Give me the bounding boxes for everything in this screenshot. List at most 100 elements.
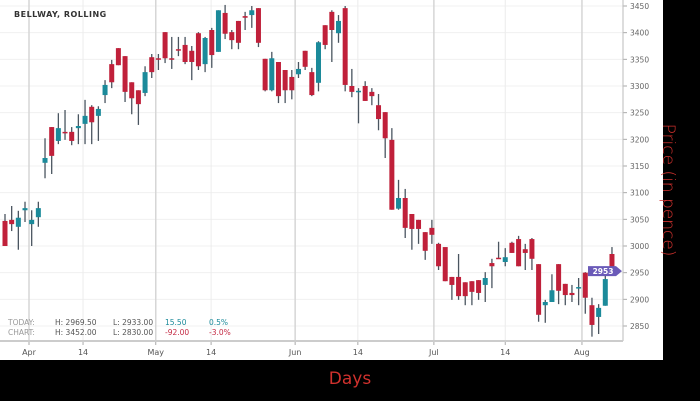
y-tick-label: 3300 xyxy=(630,82,649,91)
candle-up xyxy=(249,10,255,16)
candle-down xyxy=(149,57,155,73)
candle-up xyxy=(202,38,208,65)
x-tick-label: Jul xyxy=(428,348,439,357)
candle-down xyxy=(402,198,408,228)
y-tick-label: 3050 xyxy=(630,215,649,224)
y-tick-label: 2900 xyxy=(630,295,649,304)
candle-down xyxy=(129,82,135,99)
candle-up xyxy=(42,158,48,163)
chart-low: L: 2830.00 xyxy=(113,328,154,337)
x-tick-label: 14 xyxy=(353,348,363,357)
today-label: TODAY: xyxy=(8,318,35,327)
y-tick-label: 3150 xyxy=(630,162,649,171)
x-tick-label: Jun xyxy=(288,348,302,357)
candle-down xyxy=(162,32,168,59)
candle-up xyxy=(295,68,301,75)
candle-down xyxy=(62,131,68,134)
candle-down xyxy=(255,8,261,43)
candle-down xyxy=(195,33,201,67)
candle-down xyxy=(582,272,588,298)
y-tick-label: 3000 xyxy=(630,242,649,251)
stats-chart-row: CHART: H: 3452.00 L: 2830.00 -92.00 -3.0% xyxy=(8,328,231,338)
candle-up xyxy=(15,217,21,227)
candle-down xyxy=(509,242,515,253)
chart-change: -92.00 xyxy=(165,328,190,337)
candle-down xyxy=(409,214,415,229)
candle-down xyxy=(135,90,141,105)
candle-down xyxy=(369,91,375,97)
candle-down xyxy=(89,106,95,123)
candle-down xyxy=(122,56,128,92)
x-tick-label: Apr xyxy=(22,348,37,357)
candle-down xyxy=(262,58,268,91)
candle-down xyxy=(222,12,228,34)
candle-up xyxy=(549,290,555,302)
candle-up xyxy=(482,278,488,285)
candle-down xyxy=(449,276,455,285)
candle-down xyxy=(476,280,482,293)
candle-down xyxy=(496,257,502,260)
candle-down xyxy=(436,243,442,267)
candle-up xyxy=(102,84,108,96)
chart-title: BELLWAY, ROLLING xyxy=(14,10,107,19)
candle-down xyxy=(155,58,161,60)
y-tick-label: 3450 xyxy=(630,2,649,11)
chart-high: H: 3452.00 xyxy=(55,328,97,337)
candle-up xyxy=(502,257,508,262)
chart-pct: -3.0% xyxy=(209,328,231,337)
x-tick-label: 14 xyxy=(206,348,216,357)
candle-down xyxy=(189,50,195,62)
candle-down xyxy=(362,86,368,101)
candle-down xyxy=(382,112,388,139)
candle-down xyxy=(115,48,121,66)
candle-up xyxy=(356,90,362,93)
candle-down xyxy=(489,263,495,267)
candle-up xyxy=(29,219,35,225)
candle-up xyxy=(336,20,341,34)
x-axis-title: Days xyxy=(328,369,372,389)
last-price-label: 2953 xyxy=(593,267,614,276)
candle-up xyxy=(82,115,88,124)
candle-down xyxy=(302,50,308,67)
candle-down xyxy=(562,283,568,296)
candle-up xyxy=(396,198,402,209)
today-low: L: 2933.00 xyxy=(113,318,154,327)
candle-down xyxy=(462,282,468,297)
candle-down xyxy=(609,254,615,272)
y-axis-title: Price (in pence) xyxy=(658,123,678,257)
stats-today-row: TODAY: H: 2969.50 L: 2933.00 15.50 0.5% xyxy=(8,318,231,328)
candle-down xyxy=(529,239,535,259)
today-change: 15.50 xyxy=(165,318,187,327)
candle-down xyxy=(309,72,315,96)
candle-down xyxy=(416,219,422,229)
candle-up xyxy=(215,10,221,52)
candle-down xyxy=(329,11,335,30)
candle-down xyxy=(275,62,281,97)
candle-down xyxy=(516,239,522,267)
candle-down xyxy=(389,139,395,210)
candle-down xyxy=(69,131,75,141)
y-tick-label: 3400 xyxy=(630,29,649,38)
candle-down xyxy=(569,292,575,296)
candle-down xyxy=(536,264,542,315)
y-tick-label: 3200 xyxy=(630,135,649,144)
candle-up xyxy=(542,302,548,306)
candle-down xyxy=(376,105,382,120)
candle-down xyxy=(242,16,248,18)
candle-down xyxy=(522,249,528,253)
candle-down xyxy=(282,70,288,91)
candle-down xyxy=(49,127,55,156)
candle-up xyxy=(269,58,275,91)
candle-up xyxy=(75,126,81,129)
y-tick-label: 2950 xyxy=(630,269,649,278)
candle-down xyxy=(235,20,241,43)
candle-down xyxy=(9,219,15,225)
x-tick-label: 14 xyxy=(500,348,510,357)
candle-down xyxy=(2,220,8,246)
candle-down xyxy=(209,30,215,56)
candle-up xyxy=(315,42,321,83)
chart-label: CHART: xyxy=(8,328,35,337)
y-tick-label: 3250 xyxy=(630,109,649,118)
candle-down xyxy=(322,25,328,45)
candle-up xyxy=(22,208,28,211)
